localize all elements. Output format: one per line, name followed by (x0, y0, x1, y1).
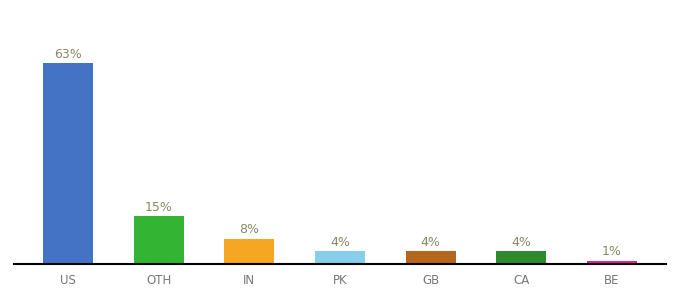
Text: 4%: 4% (511, 236, 531, 249)
Text: 4%: 4% (330, 236, 350, 249)
Bar (496, 251, 546, 264)
Bar (315, 251, 365, 264)
Bar (406, 251, 456, 264)
Text: 4%: 4% (421, 236, 441, 249)
Text: 15%: 15% (145, 201, 173, 214)
Bar (134, 216, 184, 264)
Bar (43, 63, 93, 264)
Text: 63%: 63% (54, 48, 82, 61)
Bar (224, 238, 274, 264)
Bar (587, 261, 637, 264)
Text: 1%: 1% (602, 245, 622, 258)
Text: 8%: 8% (239, 223, 259, 236)
